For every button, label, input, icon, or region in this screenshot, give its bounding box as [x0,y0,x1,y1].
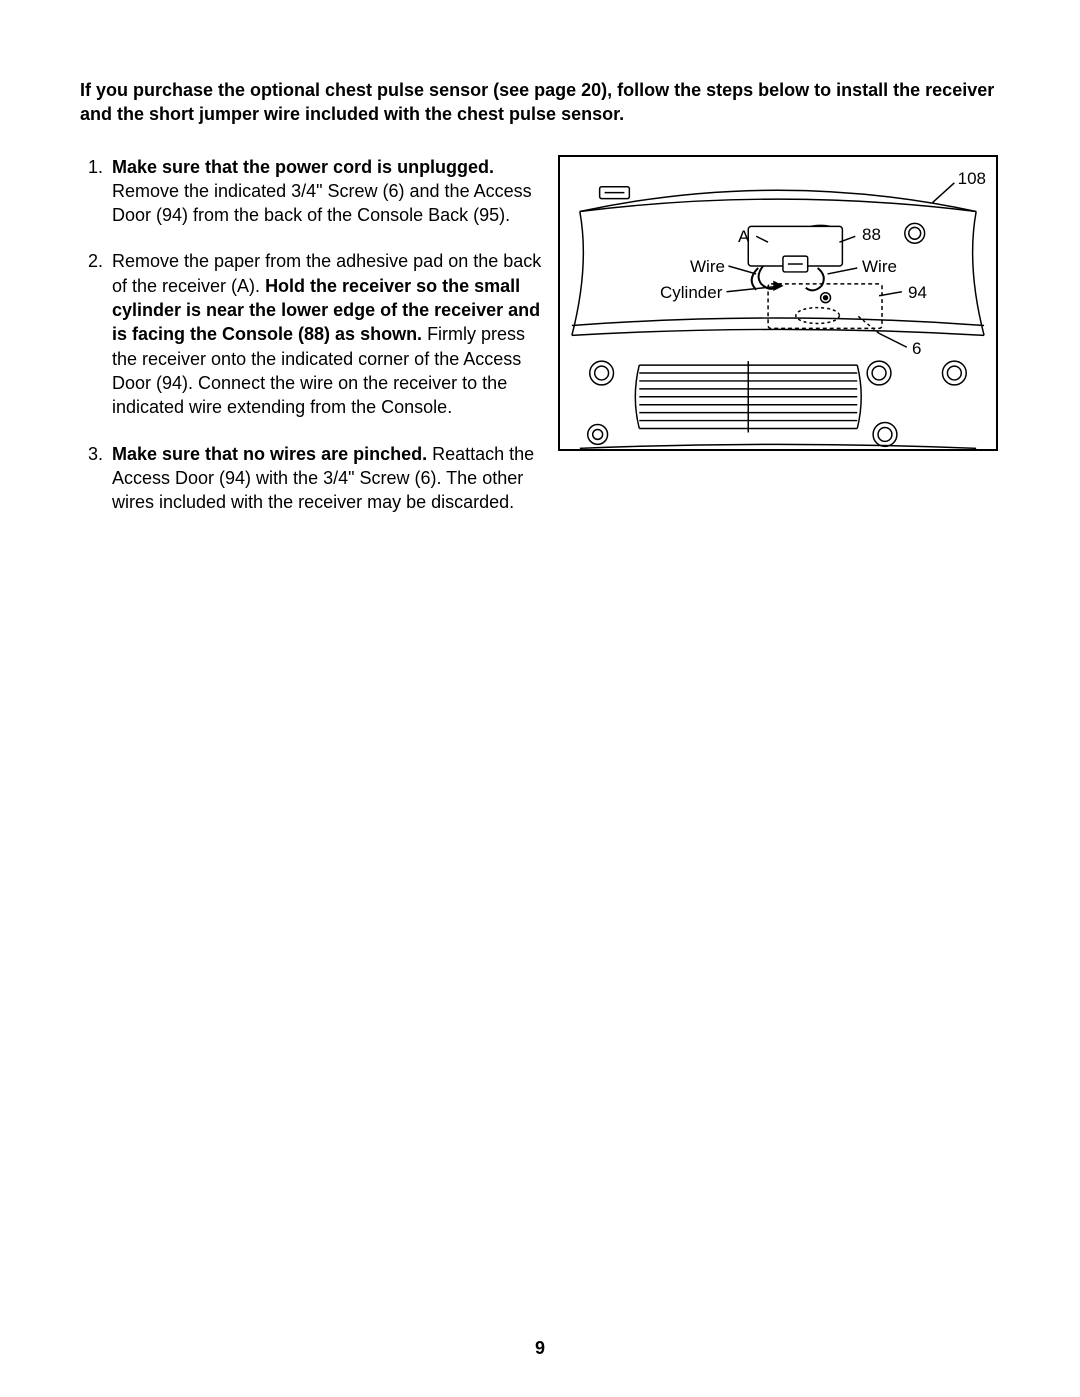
intro-paragraph: If you purchase the optional chest pulse… [80,78,1000,127]
step-3-bold: Make sure that no wires are pinched. [112,444,427,464]
step-1: Make sure that the power cord is unplugg… [108,155,546,228]
label-88: 88 [862,225,881,245]
diagram-svg [560,157,996,450]
step-3: Make sure that no wires are pinched. Rea… [108,442,546,515]
content-row: Make sure that the power cord is unplugg… [80,155,1000,537]
step-2: Remove the paper from the adhesive pad o… [108,249,546,419]
label-A: A [738,227,749,247]
label-wire-right: Wire [862,257,897,277]
assembly-diagram: 108 A 88 Wire Wire Cylinder 94 6 [558,155,998,451]
diagram-container: 108 A 88 Wire Wire Cylinder 94 6 [558,155,998,451]
page-number: 9 [0,1338,1080,1359]
step-1-bold: Make sure that the power cord is unplugg… [112,157,494,177]
steps-list: Make sure that the power cord is unplugg… [80,155,546,537]
label-wire-left: Wire [690,257,725,277]
label-108: 108 [958,169,986,189]
label-94: 94 [908,283,927,303]
manual-page: If you purchase the optional chest pulse… [0,0,1080,1397]
step-1-rest: Remove the indicated 3/4" Screw (6) and … [112,181,532,225]
label-cylinder: Cylinder [660,283,722,303]
label-6: 6 [912,339,921,359]
